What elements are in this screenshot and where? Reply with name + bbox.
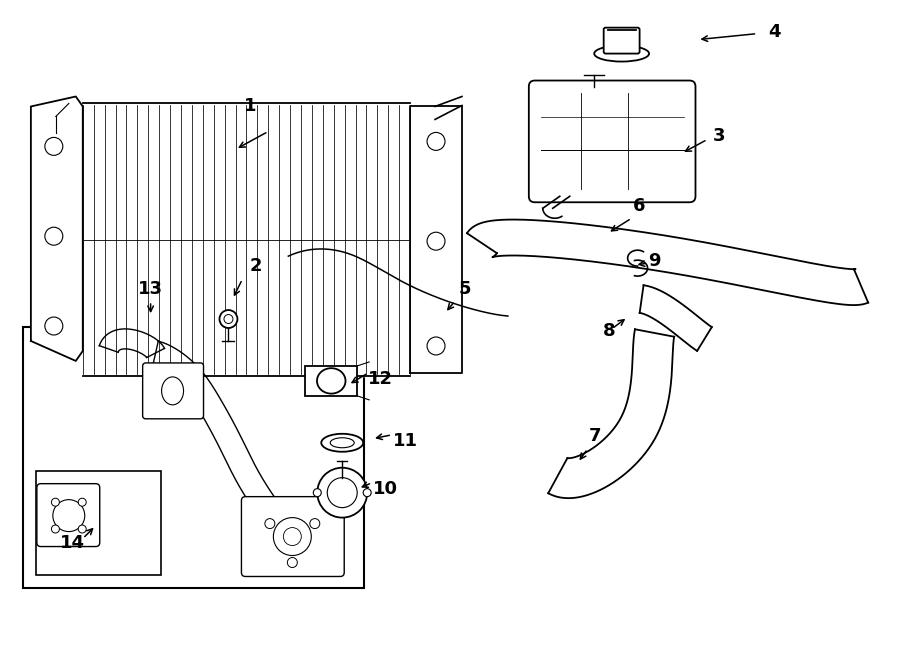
Polygon shape xyxy=(99,329,165,358)
FancyBboxPatch shape xyxy=(604,28,640,54)
Ellipse shape xyxy=(318,468,367,518)
Ellipse shape xyxy=(328,478,357,508)
Circle shape xyxy=(78,525,86,533)
Circle shape xyxy=(310,519,320,529)
Circle shape xyxy=(287,557,297,568)
Text: 4: 4 xyxy=(768,22,780,40)
FancyBboxPatch shape xyxy=(241,496,344,576)
Circle shape xyxy=(51,498,59,506)
Ellipse shape xyxy=(594,46,649,61)
Circle shape xyxy=(45,137,63,155)
Polygon shape xyxy=(548,329,674,498)
Circle shape xyxy=(265,519,274,529)
Polygon shape xyxy=(467,219,868,305)
Ellipse shape xyxy=(330,438,355,447)
Ellipse shape xyxy=(313,488,321,496)
Ellipse shape xyxy=(53,500,85,531)
Text: 2: 2 xyxy=(249,257,262,275)
Ellipse shape xyxy=(321,434,364,451)
Circle shape xyxy=(45,227,63,245)
Polygon shape xyxy=(83,104,410,376)
FancyBboxPatch shape xyxy=(142,363,203,419)
FancyBboxPatch shape xyxy=(529,81,696,202)
Ellipse shape xyxy=(364,488,371,496)
Bar xyxy=(36,471,160,576)
Text: 8: 8 xyxy=(603,322,616,340)
Circle shape xyxy=(427,132,445,151)
Ellipse shape xyxy=(224,315,233,323)
Text: 5: 5 xyxy=(459,280,472,298)
Text: 10: 10 xyxy=(373,480,398,498)
Text: 6: 6 xyxy=(634,197,646,215)
Polygon shape xyxy=(153,341,285,526)
Circle shape xyxy=(78,498,86,506)
Ellipse shape xyxy=(220,310,238,328)
Circle shape xyxy=(51,525,59,533)
Text: 9: 9 xyxy=(648,252,661,270)
Text: 13: 13 xyxy=(138,280,163,298)
Bar xyxy=(305,366,357,396)
Ellipse shape xyxy=(317,368,346,393)
Text: 3: 3 xyxy=(713,128,725,145)
Text: 1: 1 xyxy=(244,97,256,116)
Bar xyxy=(22,327,364,588)
Polygon shape xyxy=(640,286,712,351)
Text: 11: 11 xyxy=(392,432,418,449)
Ellipse shape xyxy=(274,518,311,555)
Circle shape xyxy=(427,232,445,250)
Circle shape xyxy=(45,317,63,335)
Circle shape xyxy=(427,337,445,355)
FancyBboxPatch shape xyxy=(37,484,100,547)
Text: 12: 12 xyxy=(367,370,392,388)
Text: 14: 14 xyxy=(60,533,86,551)
Ellipse shape xyxy=(284,527,302,545)
Polygon shape xyxy=(31,97,83,361)
Ellipse shape xyxy=(162,377,184,405)
Text: 7: 7 xyxy=(589,427,601,445)
Polygon shape xyxy=(410,106,462,373)
